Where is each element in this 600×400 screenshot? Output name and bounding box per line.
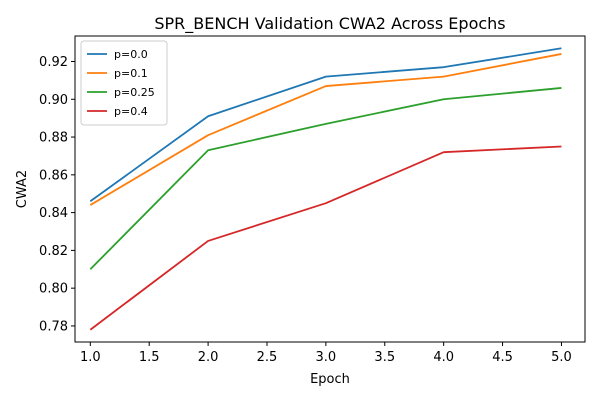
x-tick-label: 3.0: [316, 350, 337, 365]
x-tick-label: 2.5: [257, 350, 278, 365]
plot-frame: [74, 35, 586, 343]
y-axis: 0.78 0.80 0.82 0.84 0.86 0.88 0.90 0.92: [39, 55, 75, 334]
y-tick-label: 0.86: [39, 168, 68, 183]
y-tick-label: 0.92: [39, 55, 68, 70]
y-tick-label: 0.80: [39, 282, 68, 297]
y-tick-label: 0.90: [39, 93, 68, 108]
x-tick-label: 1.5: [139, 350, 160, 365]
x-tick-label: 4.5: [492, 350, 513, 365]
series-line-1: [89, 53, 562, 206]
legend-label-3: p=0.4: [114, 105, 148, 118]
x-tick-label: 2.0: [198, 350, 219, 365]
series-line-0: [89, 47, 562, 203]
x-axis-label: Epoch: [310, 372, 350, 387]
x-axis: 1.0 1.5 2.0 2.5 3.0 3.5 4.0 4.5 5.0: [80, 342, 572, 365]
x-tick-label: 3.5: [374, 350, 395, 365]
x-tick-label: 1.0: [80, 350, 101, 365]
y-tick-label: 0.88: [39, 131, 68, 146]
plot-area: [89, 47, 562, 331]
x-tick-label: 4.0: [433, 350, 454, 365]
y-tick-label: 0.84: [39, 206, 68, 221]
y-axis-label: CWA2: [15, 170, 30, 208]
legend: p=0.0 p=0.1 p=0.25 p=0.4: [80, 40, 168, 126]
legend-label-0: p=0.0: [114, 48, 148, 61]
series-line-2: [89, 87, 562, 270]
legend-label-2: p=0.25: [114, 86, 155, 99]
x-tick-label: 5.0: [551, 350, 572, 365]
legend-box: [80, 40, 168, 126]
chart-title: SPR_BENCH Validation CWA2 Across Epochs: [154, 14, 505, 34]
y-tick-label: 0.82: [39, 244, 68, 259]
legend-label-1: p=0.1: [114, 67, 148, 80]
y-tick-label: 0.78: [39, 319, 68, 334]
series-line-3: [89, 145, 562, 331]
